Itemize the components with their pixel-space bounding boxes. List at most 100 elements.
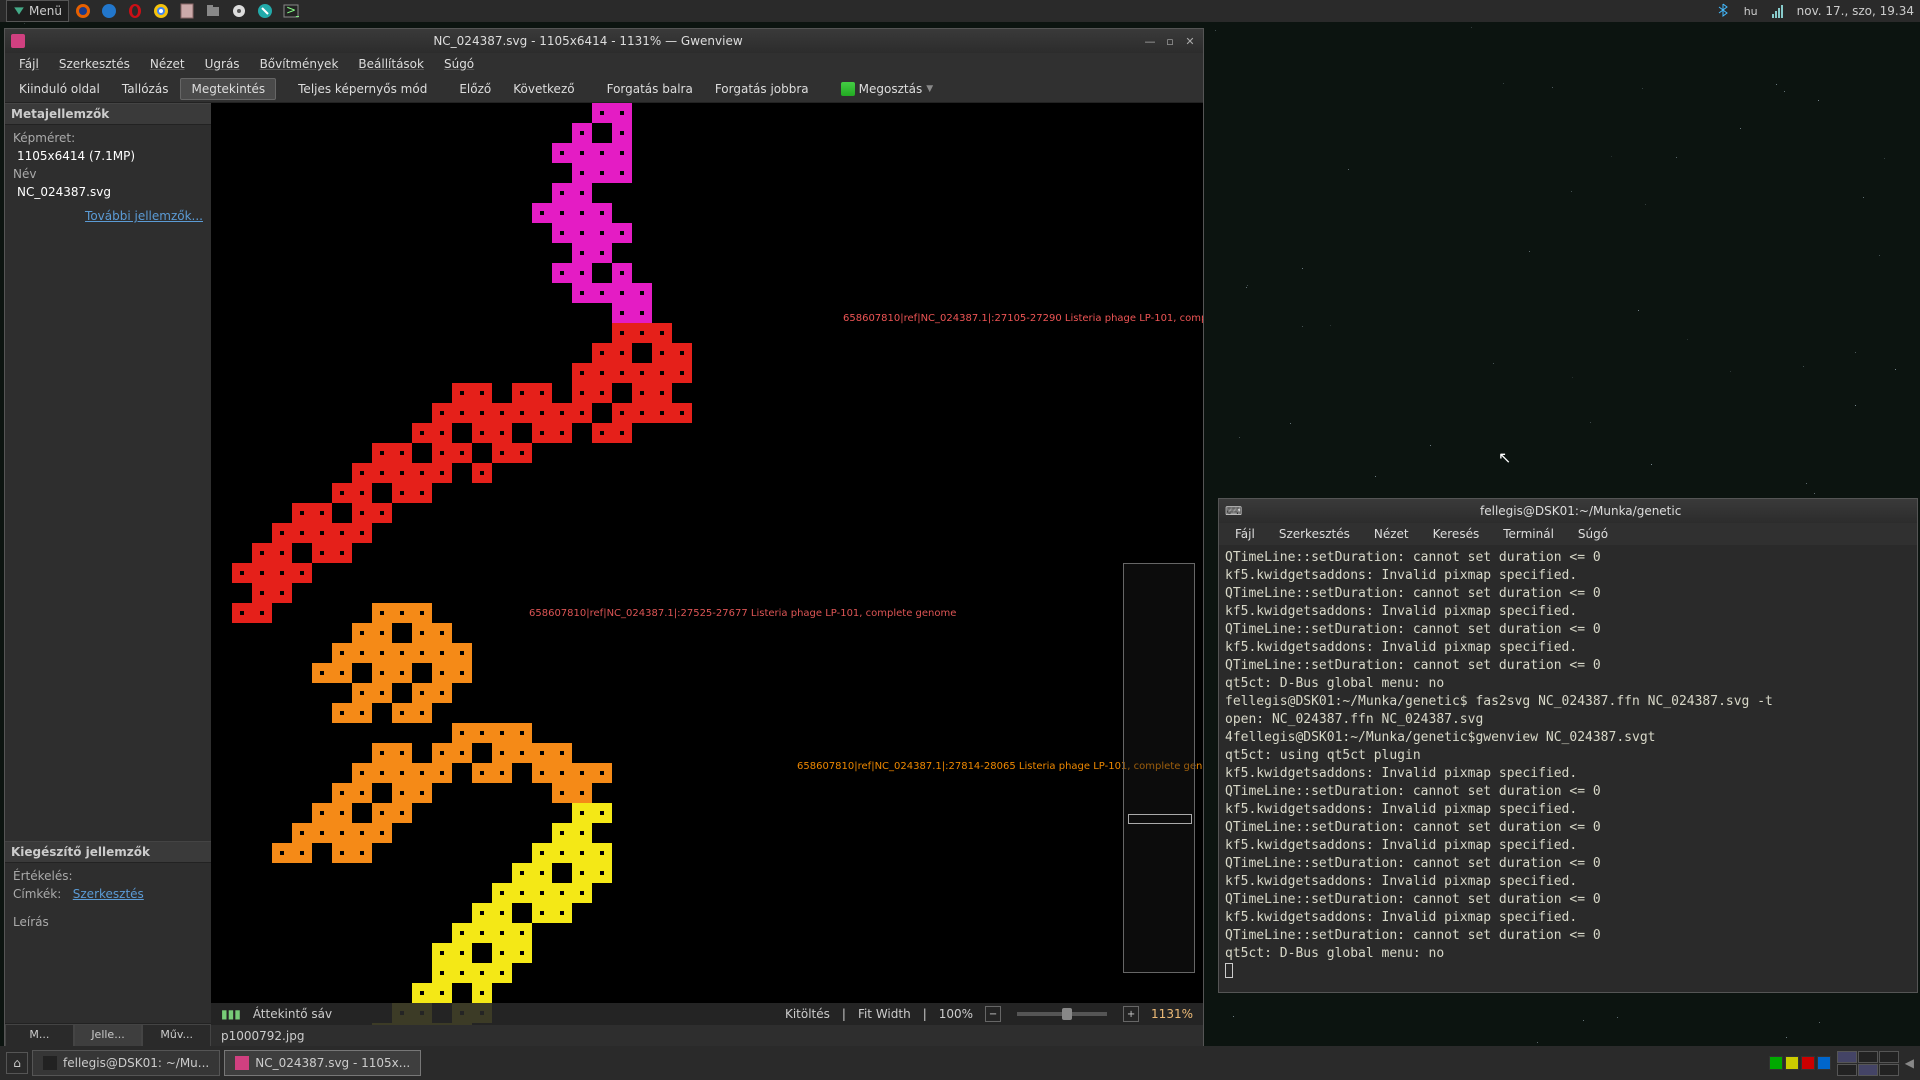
size-value: 1105x6414 (7.1MP) [17,149,135,163]
show-desktop-button[interactable]: ⌂ [6,1052,28,1074]
task-gwenview[interactable]: NC_024387.svg - 1105x... [224,1050,421,1076]
titlebar[interactable]: NC_024387.svg - 1105x6414 - 1131% — Gwen… [5,29,1203,53]
genome-block [292,823,312,843]
genome-block [432,643,452,663]
tb-fullscreen[interactable]: Teljes képernyős mód [288,79,437,99]
genome-block [412,643,432,663]
clock[interactable]: nov. 17., szo, 19.34 [1797,4,1914,18]
krita-icon[interactable] [257,3,273,19]
more-meta-link[interactable]: További jellemzők... [85,209,203,223]
genome-block [372,623,392,643]
tb-share[interactable]: Megosztás ▼ [831,79,943,99]
menu-settings[interactable]: Beállítások [348,55,434,73]
genome-block [572,883,592,903]
tb-browse[interactable]: Tallózás [112,79,179,99]
term-menu-file[interactable]: Fájl [1223,525,1267,543]
image-viewer[interactable]: 658607810|ref|NC_024387.1|:27105-27290 L… [211,103,1203,1047]
term-menu-edit[interactable]: Szerkesztés [1267,525,1362,543]
genome-block [552,763,572,783]
extra-section-title: Kiegészítő jellemzők [5,841,211,863]
genome-block [372,463,392,483]
genome-block [232,563,252,583]
genome-block [492,423,512,443]
zoom-slider[interactable] [1017,1012,1107,1016]
chrome-icon[interactable] [153,3,169,19]
genome-block [272,843,292,863]
media-icon[interactable] [231,3,247,19]
genome-block [372,643,392,663]
sidebar-tab-folders[interactable]: M... [5,1024,74,1047]
zoom-out-button[interactable]: − [985,1006,1001,1022]
menu-help[interactable]: Súgó [434,55,484,73]
menu-plugins[interactable]: Bővítmények [250,55,349,73]
genome-block [592,763,612,783]
tb-rotate-right[interactable]: Forgatás jobbra [705,79,819,99]
genome-block [572,243,592,263]
task-terminal[interactable]: fellegis@DSK01: ~/Mu... [32,1050,220,1076]
terminal-output[interactable]: QTimeLine::setDuration: cannot set durat… [1219,545,1917,992]
genome-block [452,403,472,423]
files-icon[interactable] [205,3,221,19]
tb-start-page[interactable]: Kiinduló oldal [9,79,110,99]
genome-block [392,663,412,683]
genome-block [492,723,512,743]
sidebar-tab-operations[interactable]: Műv... [142,1024,211,1047]
term-menu-view[interactable]: Nézet [1362,525,1421,543]
close-button[interactable]: ✕ [1183,34,1197,48]
keyboard-indicator[interactable]: hu [1744,5,1758,18]
minimap-viewport[interactable] [1128,814,1192,824]
meta-section-title: Metajellemzők [5,103,211,125]
term-titlebar[interactable]: ⌨ fellegis@DSK01:~/Munka/genetic [1219,499,1917,523]
network-icon[interactable] [1772,5,1783,18]
menu-edit[interactable]: Szerkesztés [49,55,140,73]
tb-prev[interactable]: Előző [449,79,501,99]
menu-go[interactable]: Ugrás [195,55,250,73]
minimize-button[interactable]: — [1143,34,1157,48]
sidebar-tab-meta[interactable]: Jelle... [74,1024,143,1047]
zoom-fit-width[interactable]: Fit Width [858,1007,911,1021]
name-label: Név [13,167,36,181]
image-canvas[interactable]: 658607810|ref|NC_024387.1|:27105-27290 L… [211,103,1203,1025]
app-menu-button[interactable]: Menü [6,0,69,22]
terminal-task-icon [43,1056,57,1070]
maximize-button[interactable]: ▫ [1163,34,1177,48]
genome-block [472,383,492,403]
genome-block [452,943,472,963]
taskbar: ⌂ fellegis@DSK01: ~/Mu... NC_024387.svg … [0,1046,1920,1080]
tray-arrow-icon[interactable]: ◀ [1905,1056,1914,1070]
term-menu-search[interactable]: Keresés [1421,525,1492,543]
name-value: NC_024387.svg [17,185,111,199]
minimap[interactable] [1123,563,1195,973]
genome-block [432,623,452,643]
window-title: NC_024387.svg - 1105x6414 - 1131% — Gwen… [33,34,1143,48]
tb-rotate-left[interactable]: Forgatás balra [597,79,703,99]
genome-block [452,443,472,463]
genome-block [612,263,632,283]
genome-block [512,723,532,743]
menu-view[interactable]: Nézet [140,55,195,73]
term-menu-help[interactable]: Súgó [1566,525,1620,543]
workspace-colors[interactable] [1769,1056,1831,1070]
tb-view[interactable]: Megtekintés [180,78,276,100]
thumbnail-bar-label[interactable]: Áttekintő sáv [253,1007,332,1021]
workspace-pager[interactable] [1837,1051,1899,1076]
tb-next[interactable]: Következő [503,79,584,99]
term-menu-terminal[interactable]: Terminál [1491,525,1566,543]
zoom-in-button[interactable]: + [1123,1006,1139,1022]
calculator-icon[interactable] [179,3,195,19]
bluetooth-icon[interactable] [1716,3,1730,20]
menu-icon [13,5,25,17]
thumbnail-bar-icon[interactable]: ▮▮▮ [221,1007,241,1021]
menu-file[interactable]: Fájl [9,55,49,73]
terminal-icon[interactable]: >_ [283,3,299,19]
firefox-icon[interactable] [75,3,91,19]
thunderbird-icon[interactable] [101,3,117,19]
zoom-100[interactable]: 100% [939,1007,973,1021]
thumbnail-strip[interactable]: p1000792.jpg [211,1025,1203,1047]
opera-icon[interactable] [127,3,143,19]
genome-block [612,423,632,443]
genome-block [452,923,472,943]
genome-block [452,743,472,763]
edit-tags-link[interactable]: Szerkesztés [73,887,144,901]
zoom-fill[interactable]: Kitöltés [785,1007,830,1021]
